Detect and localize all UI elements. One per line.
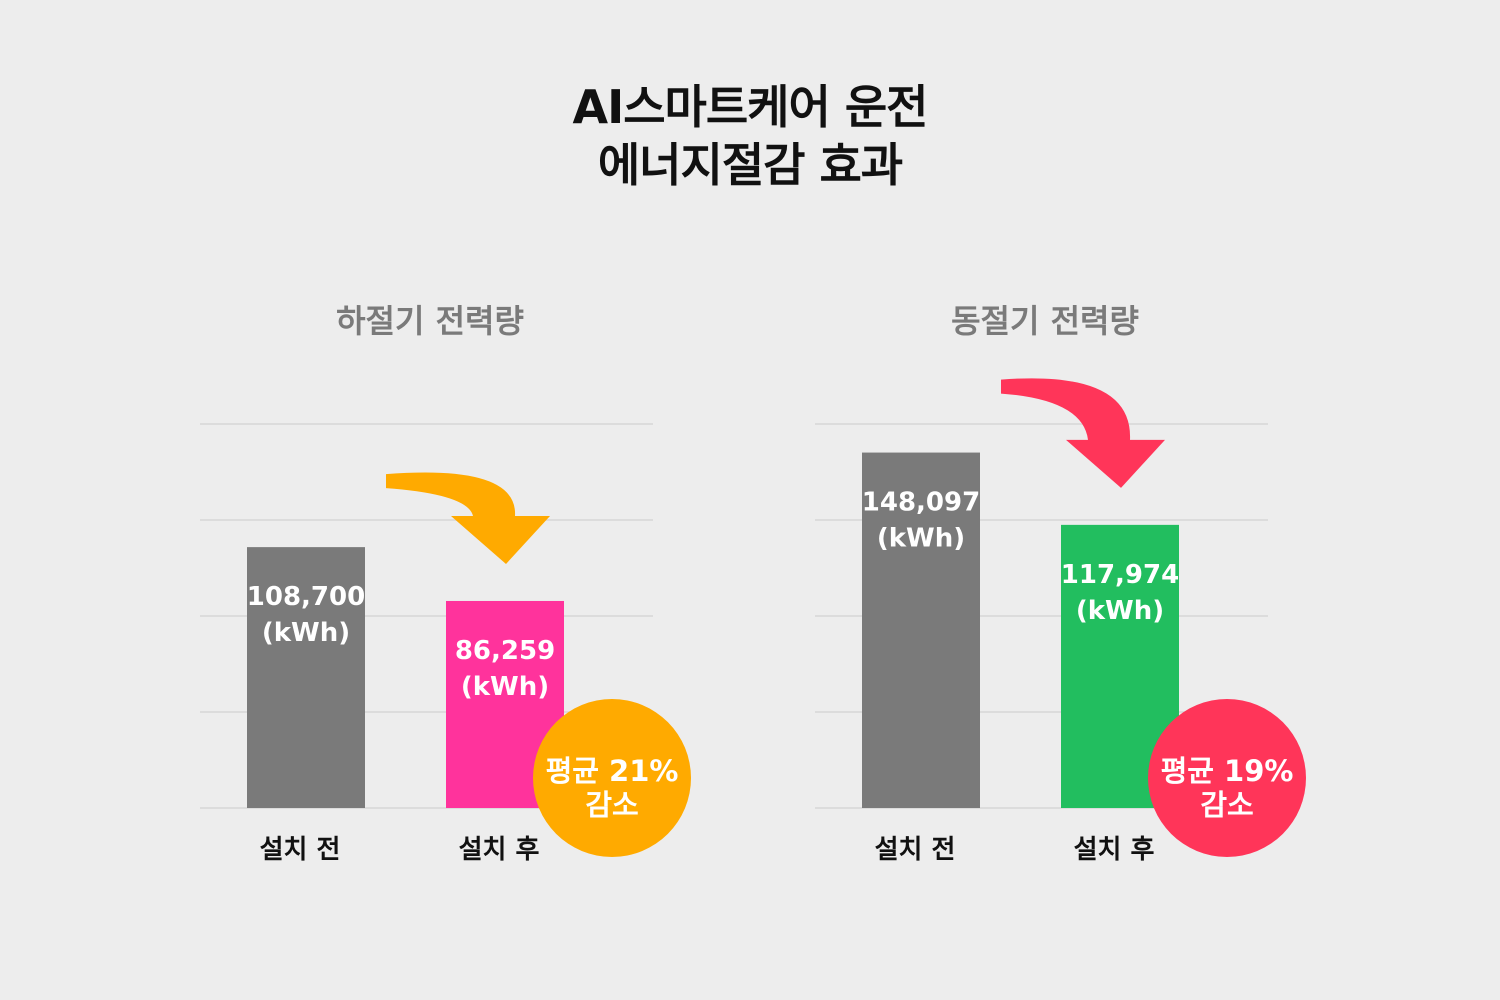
winter-decrease-arrow — [1001, 378, 1165, 488]
winter-badge-text: 감소 — [1200, 788, 1253, 822]
summer-reduction-badge — [533, 699, 691, 857]
summer-value-label: 86,259 — [455, 636, 555, 666]
winter-chart-panel: 동절기 전력량 148,097 (kWh) 설치 전 117,974 (kWh) 설치 후… — [815, 0, 1306, 1000]
title-line-1: AI스마트케어 운전 — [572, 80, 929, 134]
winter-category-label: 설치 전 — [875, 835, 956, 865]
winter-unit-label: (kWh) — [877, 524, 965, 554]
winter-value-label: 117,974 — [1061, 560, 1179, 590]
winter-chart-title: 동절기 전력량 — [951, 302, 1139, 340]
winter-unit-label: (kWh) — [1076, 596, 1164, 626]
winter-reduction-badge — [1148, 699, 1306, 857]
title-line-2: 에너지절감 효과 — [597, 138, 903, 192]
page-title: AI스마트케어 운전 에너지절감 효과 — [0, 78, 1500, 194]
summer-category-label: 설치 후 — [459, 835, 540, 865]
summer-value-label: 108,700 — [247, 582, 365, 612]
summer-badge-text: 감소 — [585, 788, 638, 822]
winter-chart: 148,097 (kWh) 설치 전 117,974 (kWh) 설치 후 평균 19%감소 — [815, 378, 1306, 865]
winter-value-label: 148,097 — [862, 488, 980, 518]
winter-badge-percent: 평균 19% — [1161, 754, 1294, 788]
summer-unit-label: (kWh) — [262, 618, 350, 648]
summer-category-label: 설치 전 — [260, 835, 341, 865]
summer-chart-panel: 하절기 전력량 108,700 (kWh) 설치 전 86,259 (kWh) 설치 후 평… — [200, 0, 691, 1000]
winter-category-label: 설치 후 — [1074, 835, 1155, 865]
summer-chart: 108,700 (kWh) 설치 전 86,259 (kWh) 설치 후 평균 21%감소 — [200, 423, 691, 865]
summer-unit-label: (kWh) — [461, 672, 549, 702]
summer-bar-before — [247, 547, 365, 808]
summer-decrease-arrow — [386, 472, 550, 564]
summer-badge-percent: 평균 21% — [546, 754, 679, 788]
winter-bar-before — [862, 452, 980, 808]
summer-chart-title: 하절기 전력량 — [336, 302, 524, 340]
